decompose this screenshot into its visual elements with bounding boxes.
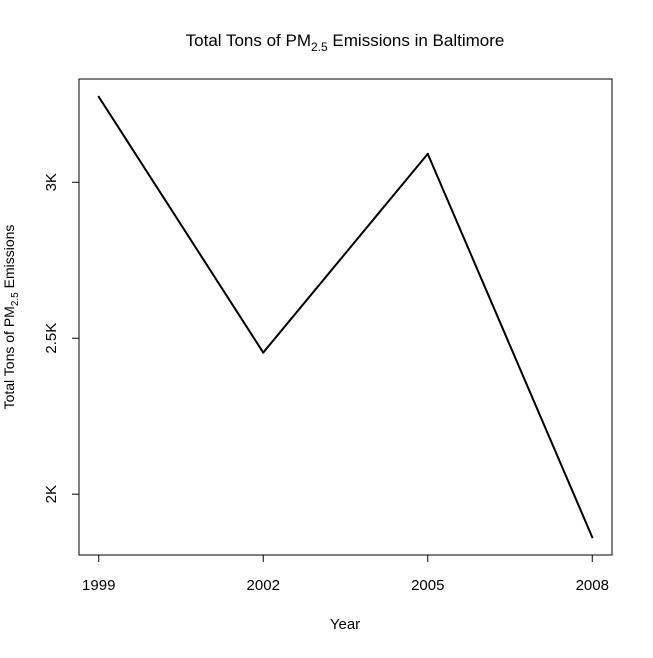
chart-title-suffix: Emissions in Baltimore (328, 31, 505, 50)
x-tick-label: 2005 (411, 577, 444, 594)
y-tick-label: 2K (43, 485, 60, 503)
x-axis: 1999 2002 2005 2008 (82, 554, 609, 594)
x-tick-label: 2008 (576, 577, 609, 594)
series-layer (97, 95, 594, 539)
series-segment (262, 152, 429, 354)
data-point (591, 536, 594, 539)
chart-title-subscript: 2.5 (311, 40, 328, 54)
y-axis-label-prefix: Total Tons of PM (1, 306, 17, 409)
series-line (97, 95, 594, 539)
data-point (97, 95, 100, 98)
plot-frame (78, 78, 613, 556)
y-tick-label: 2.5K (43, 323, 60, 354)
x-tick-label: 1999 (82, 577, 115, 594)
series-segment (97, 95, 265, 354)
y-tick-label: 3K (43, 173, 60, 191)
chart-title: Total Tons of PM2.5 Emissions in Baltimo… (186, 31, 505, 54)
data-point (426, 152, 429, 155)
y-axis-label: Total Tons of PM2.5 Emissions (1, 225, 21, 410)
series-segment (426, 152, 594, 539)
data-point (262, 351, 265, 354)
y-axis-label-suffix: Emissions (1, 225, 17, 293)
x-tick-label: 2002 (247, 577, 280, 594)
x-axis-label: Year (330, 616, 360, 633)
chart-title-prefix: Total Tons of PM (186, 31, 311, 50)
y-axis: 2K 2.5K 3K (43, 173, 80, 503)
y-axis-label-subscript: 2.5 (10, 292, 21, 306)
